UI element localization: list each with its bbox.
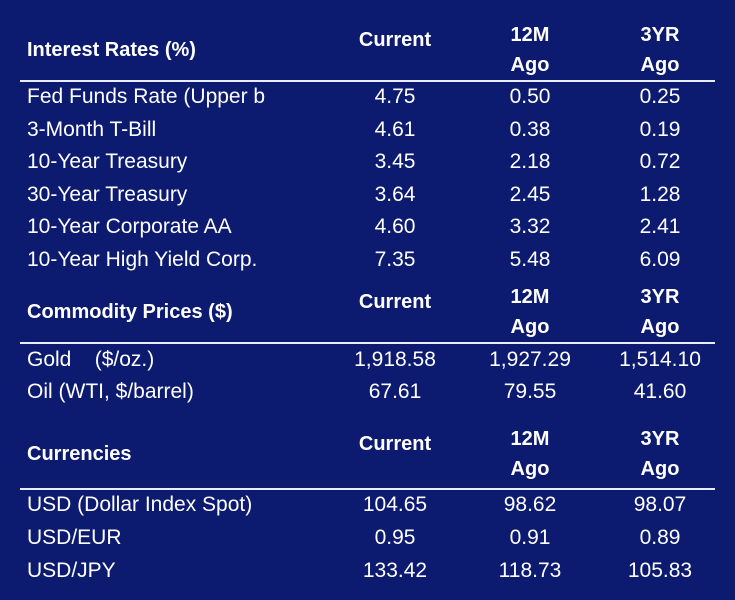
row-value: 0.25 [639, 85, 681, 108]
row-value: 1.28 [639, 182, 681, 206]
row-value: 41.60 [633, 380, 687, 403]
row-value: 118.73 [498, 559, 562, 582]
row-value: 3.32 [509, 215, 551, 239]
row-value: 98.62 [503, 493, 557, 516]
row-label: USD/JPY [27, 559, 116, 582]
column-header: 3YR Ago [640, 24, 680, 76]
row-value: 4.60 [374, 215, 416, 239]
row-value: 0.19 [639, 117, 681, 141]
row-value: 0.89 [639, 526, 681, 549]
row-label: Oil (WTI, $/barrel) [27, 380, 194, 403]
row-value: 6.09 [639, 248, 681, 271]
section-title: Currencies [27, 443, 132, 465]
row-value: 133.42 [362, 559, 428, 582]
row-label: USD (Dollar Index Spot) [27, 493, 253, 516]
header-rule [20, 80, 715, 82]
column-header: 12M Ago [510, 428, 550, 480]
header-rule [20, 488, 715, 490]
row-value: 0.50 [509, 85, 551, 108]
row-value: 1,927.29 [489, 348, 571, 371]
row-value: 0.72 [639, 150, 681, 174]
row-value: 1,918.58 [354, 348, 436, 371]
row-label: USD/EUR [27, 526, 122, 549]
column-header: Current [358, 29, 432, 51]
header-rule [20, 342, 715, 344]
row-label: 30-Year Treasury [27, 182, 188, 206]
column-header: 12M Ago [510, 24, 550, 76]
row-label: 10-Year High Yield Corp. [27, 248, 258, 271]
row-value: 4.61 [374, 117, 416, 141]
section-title: Interest Rates (%) [27, 39, 196, 61]
row-value: 5.48 [509, 248, 551, 271]
row-value: 2.18 [509, 150, 551, 174]
row-value: 67.61 [368, 380, 422, 403]
row-label: Fed Funds Rate (Upper b [27, 85, 266, 108]
row-value: 2.45 [509, 182, 551, 206]
row-value: 3.64 [374, 182, 416, 206]
column-header: Current [358, 291, 432, 313]
row-value: 7.35 [374, 248, 416, 271]
row-value: 98.07 [633, 493, 687, 516]
row-value: 0.38 [509, 117, 551, 141]
row-label: Gold ($/oz.) [27, 348, 155, 371]
row-value: 1,514.10 [619, 348, 701, 371]
row-value: 2.41 [639, 215, 681, 239]
column-header: 3YR Ago [640, 428, 680, 480]
row-value: 105.83 [627, 559, 693, 582]
row-label: 10-Year Corporate AA [27, 215, 232, 239]
row-value: 104.65 [362, 493, 428, 516]
row-value: 79.55 [503, 380, 557, 403]
row-value: 4.75 [374, 85, 416, 108]
column-header: 12M Ago [510, 286, 550, 338]
row-label: 10-Year Treasury [27, 150, 188, 174]
row-value: 0.95 [374, 526, 416, 549]
row-value: 0.91 [509, 526, 551, 549]
column-header: Current [358, 433, 432, 455]
column-header: 3YR Ago [640, 286, 680, 338]
section-title: Commodity Prices ($) [27, 301, 233, 323]
row-label: 3-Month T-Bill [27, 117, 157, 141]
row-value: 3.45 [374, 150, 416, 174]
